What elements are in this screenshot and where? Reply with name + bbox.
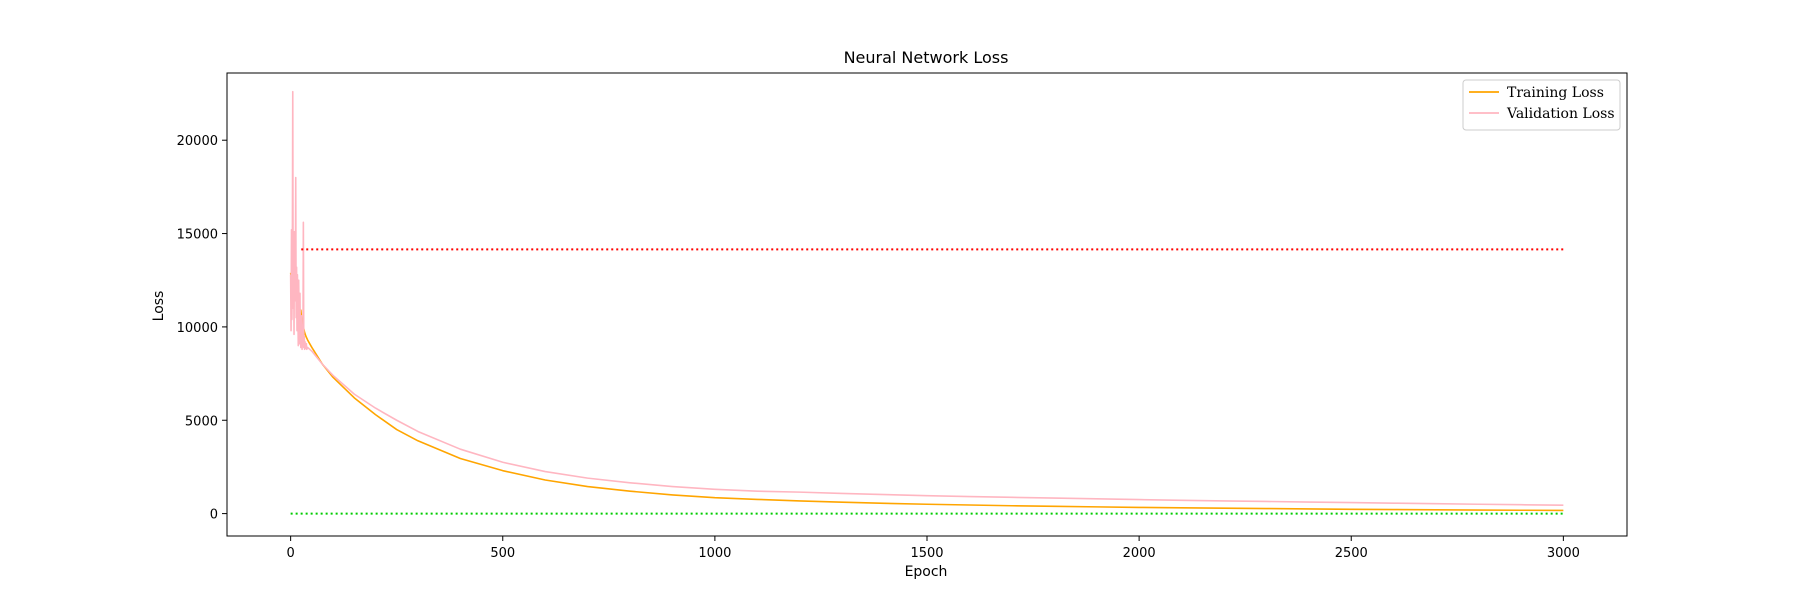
series-line-validation-loss (289, 90, 1564, 506)
x-tick-label: 1000 (698, 546, 731, 561)
axes: 0 500 1000 1500 2000 2500 3000 0 5000 10000 15000 2… (177, 72, 1628, 561)
series-line-training-loss (289, 272, 1564, 512)
chart-title: Neural Network Loss (844, 48, 1009, 67)
legend: Training Loss Validation Loss (1462, 79, 1621, 131)
y-tick-label: 5000 (185, 414, 218, 429)
x-tick-label: 500 (490, 546, 515, 561)
plot-frame (226, 72, 1628, 537)
x-tick-label: 2500 (1335, 546, 1368, 561)
legend-label: Validation Loss (1506, 106, 1615, 122)
legend-label: Training Loss (1507, 85, 1604, 101)
y-tick-label: 10000 (177, 321, 218, 336)
y-tick-label: 20000 (177, 134, 218, 149)
x-axis-title: Epoch (905, 564, 948, 580)
y-tick-label: 0 (210, 508, 218, 523)
y-axis-title: Loss (151, 291, 167, 322)
y-tick-label: 15000 (177, 228, 218, 243)
x-tick-label: 0 (286, 546, 294, 561)
legend-box (1462, 79, 1621, 131)
x-tick-label: 1500 (910, 546, 943, 561)
plot-area (289, 90, 1564, 515)
x-tick-label: 2000 (1123, 546, 1156, 561)
x-tick-label: 3000 (1547, 546, 1580, 561)
